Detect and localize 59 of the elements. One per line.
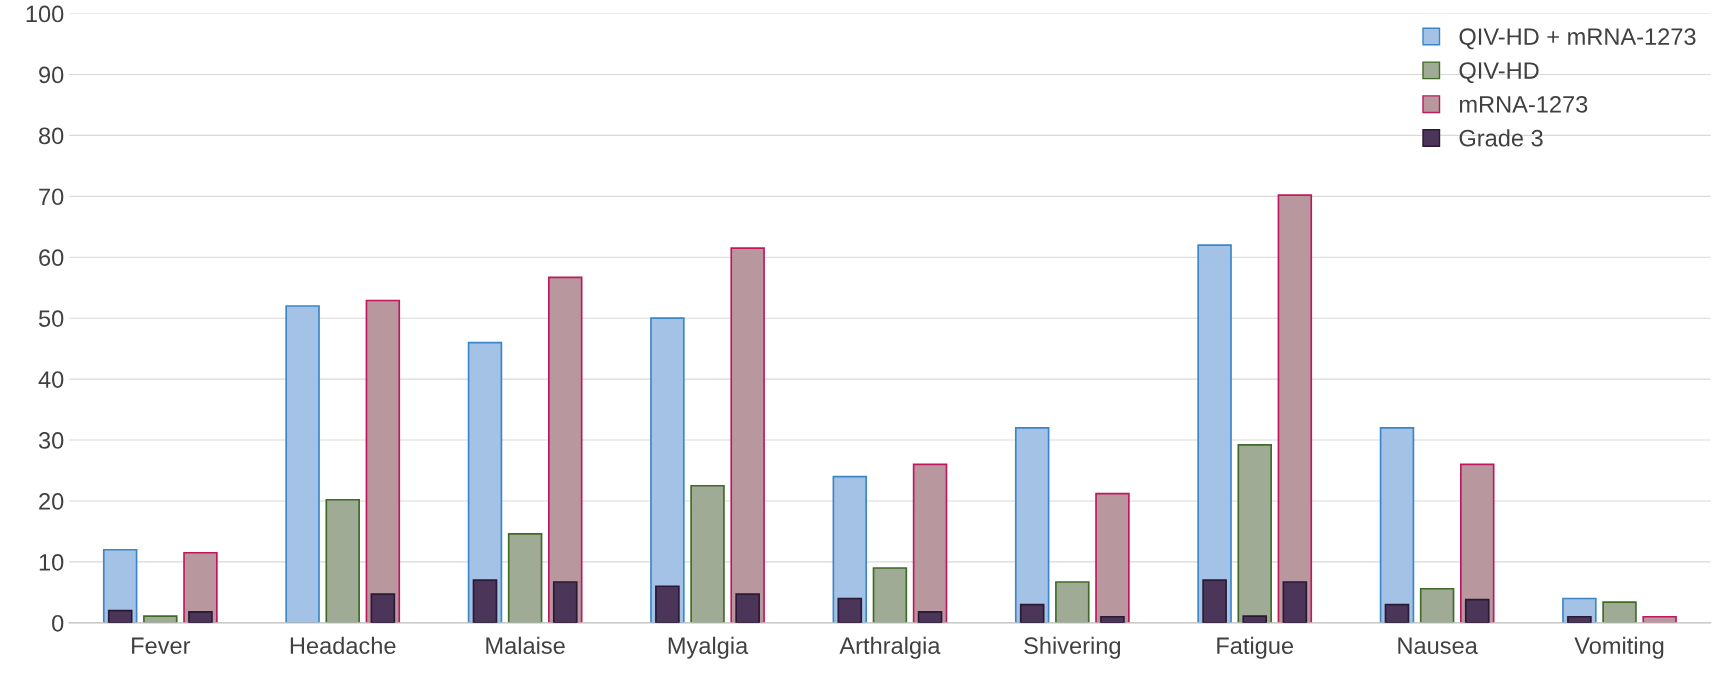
bar	[1277, 194, 1313, 623]
y-tick-label: 10	[39, 553, 64, 571]
x-tick-label: Myalgia	[668, 636, 749, 659]
bar	[735, 593, 760, 623]
x-tick-label: Headache	[290, 636, 396, 655]
bar	[1237, 444, 1272, 623]
bar	[285, 305, 320, 623]
legend-label: QIV-HD	[1459, 62, 1539, 84]
legend-label: QIV-HD + mRNA-1273	[1459, 28, 1696, 50]
bar	[655, 585, 680, 623]
bar	[1464, 598, 1490, 623]
y-tick-label: 50	[38, 310, 64, 327]
bar	[1202, 579, 1227, 623]
x-tick-label: Shivering	[1024, 636, 1121, 659]
x-tick-label: Malaise	[486, 636, 565, 655]
y-tick-label: 80	[39, 127, 64, 145]
bar	[650, 317, 685, 623]
bar	[325, 498, 360, 623]
bar	[1282, 581, 1308, 623]
y-tick-label: 70	[39, 188, 64, 206]
bar	[912, 463, 948, 623]
bar	[1379, 427, 1415, 623]
x-tick-label: Fatigue	[1217, 636, 1294, 659]
legend-label: Grade 3	[1459, 129, 1543, 147]
bar	[552, 581, 578, 623]
bar	[370, 593, 396, 623]
x-tick-label: Fever	[132, 637, 191, 655]
bar	[690, 484, 725, 623]
x-tick-label: Vomiting	[1574, 636, 1664, 659]
bar	[472, 579, 498, 623]
bar	[143, 615, 178, 623]
bar	[365, 299, 401, 623]
bar	[107, 609, 133, 623]
bar	[188, 611, 213, 623]
bar	[1019, 603, 1045, 623]
bar	[1055, 581, 1090, 623]
bar	[872, 567, 908, 623]
bar	[917, 611, 943, 623]
bar	[837, 597, 863, 623]
y-tick-label: 100	[26, 5, 64, 23]
bar	[730, 247, 765, 623]
y-tick-label: 30	[38, 432, 64, 449]
y-tick-label: 20	[39, 493, 64, 510]
bar	[1384, 603, 1410, 623]
y-tick-label: 40	[38, 371, 64, 388]
x-tick-label: Nausea	[1398, 637, 1478, 655]
x-tick-label: Arthralgia	[839, 636, 941, 659]
y-tick-label: 0	[52, 614, 64, 632]
bar	[507, 533, 543, 623]
bar	[1602, 601, 1637, 623]
y-tick-label: 90	[39, 66, 64, 84]
bar	[1419, 587, 1455, 623]
y-tick-label: 60	[39, 249, 64, 267]
bar	[1242, 615, 1268, 623]
bar	[547, 276, 583, 623]
bar	[1095, 492, 1130, 623]
bar	[1014, 427, 1050, 623]
bar	[1197, 244, 1232, 623]
legend-label: mRNA-1273	[1459, 95, 1588, 113]
